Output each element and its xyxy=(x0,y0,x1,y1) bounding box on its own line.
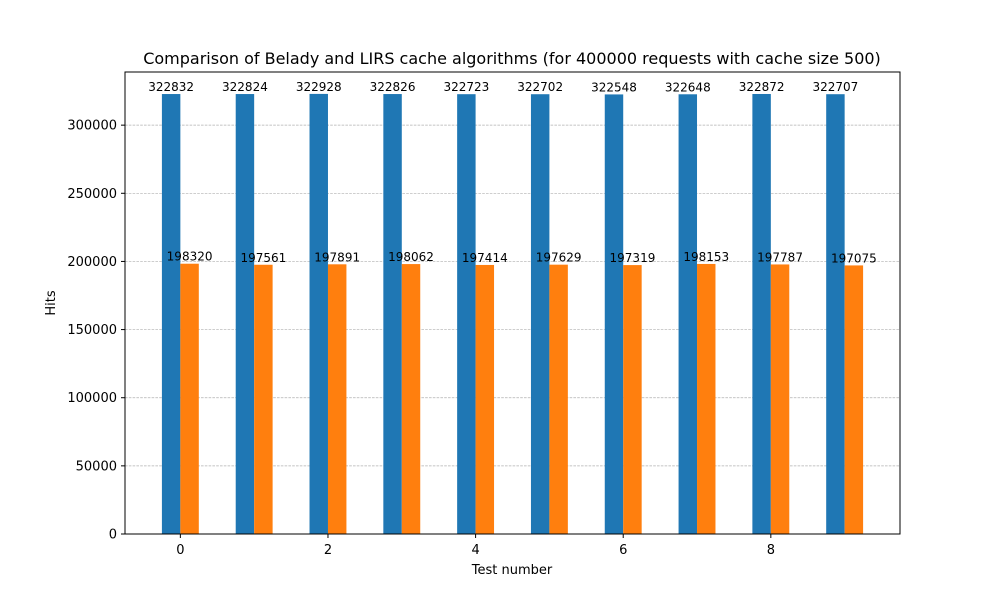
x-ticks: 0 2 4 6 8 xyxy=(176,534,775,558)
y-tick-label: 200000 xyxy=(67,255,117,270)
y-tick-label: 150000 xyxy=(67,323,117,338)
bar-series-2 xyxy=(327,264,347,534)
bar-value-label: 198153 xyxy=(683,250,729,264)
bar-series-1 xyxy=(457,94,476,535)
bar-value-label: 322928 xyxy=(296,80,342,94)
bar-value-label: 322707 xyxy=(813,80,859,94)
plot-frame xyxy=(124,71,901,535)
bar-series-2 xyxy=(697,263,716,534)
bar-value-label: 198062 xyxy=(388,250,434,264)
bar-value-label: 197414 xyxy=(462,251,508,265)
y-tick-label: 50000 xyxy=(76,459,117,474)
bar-value-label: 322548 xyxy=(591,80,637,94)
bar-value-label: 322648 xyxy=(665,80,711,94)
bar-series-1 xyxy=(604,94,624,534)
bar-series-1 xyxy=(678,94,698,534)
y-tick-label: 0 xyxy=(109,528,117,543)
y-tick-label: 100000 xyxy=(67,391,117,406)
bar-value-label: 322826 xyxy=(370,80,416,94)
bar-series-2 xyxy=(180,263,199,534)
bar-series-2 xyxy=(770,264,790,534)
bar-value-label: 197561 xyxy=(240,251,286,265)
bar-value-label: 197787 xyxy=(757,250,803,264)
bar-series-2 xyxy=(475,264,495,534)
x-tick-label: 0 xyxy=(176,543,184,558)
bar-value-label: 197891 xyxy=(314,250,360,264)
bar-value-label: 197319 xyxy=(610,251,656,265)
bars xyxy=(161,93,864,535)
x-axis-label: Test number xyxy=(471,563,553,578)
chart-title: Comparison of Belady and LIRS cache algo… xyxy=(143,49,881,68)
bar-series-1 xyxy=(235,94,255,534)
bar-value-label: 322832 xyxy=(148,80,194,94)
bar-series-1 xyxy=(826,94,845,534)
bar-series-1 xyxy=(383,94,402,534)
x-tick-label: 8 xyxy=(767,543,775,558)
bar-value-label: 197075 xyxy=(831,251,877,265)
x-tick-label: 2 xyxy=(324,543,332,558)
bar-value-label: 197629 xyxy=(536,251,582,265)
bar-value-label: 322824 xyxy=(222,80,268,94)
bar-value-label: 322702 xyxy=(517,80,563,94)
data-labels: 322832 322824 322928 322826 322723 322702 3225… xyxy=(148,80,877,266)
y-axis-label: Hits xyxy=(44,290,59,315)
bar-series-1 xyxy=(530,94,550,535)
bar-series-2 xyxy=(844,265,864,534)
bar-series-1 xyxy=(161,94,181,534)
y-tick-label: 250000 xyxy=(67,187,117,202)
bar-series-1 xyxy=(752,93,771,535)
x-tick-label: 6 xyxy=(619,543,627,558)
y-tick-label: 300000 xyxy=(67,119,117,134)
bar-series-2 xyxy=(549,264,568,534)
bar-series-2 xyxy=(623,265,642,534)
y-ticks: 0 50000 100000 150000 200000 250000 300000 xyxy=(67,119,125,543)
bar-value-label: 322723 xyxy=(443,80,489,94)
bar-series-2 xyxy=(401,264,421,534)
x-tick-label: 4 xyxy=(471,543,479,558)
bar-value-label: 198320 xyxy=(167,250,213,264)
bar-series-2 xyxy=(254,264,273,534)
bar-value-label: 322872 xyxy=(739,80,785,94)
bar-series-1 xyxy=(309,93,328,534)
